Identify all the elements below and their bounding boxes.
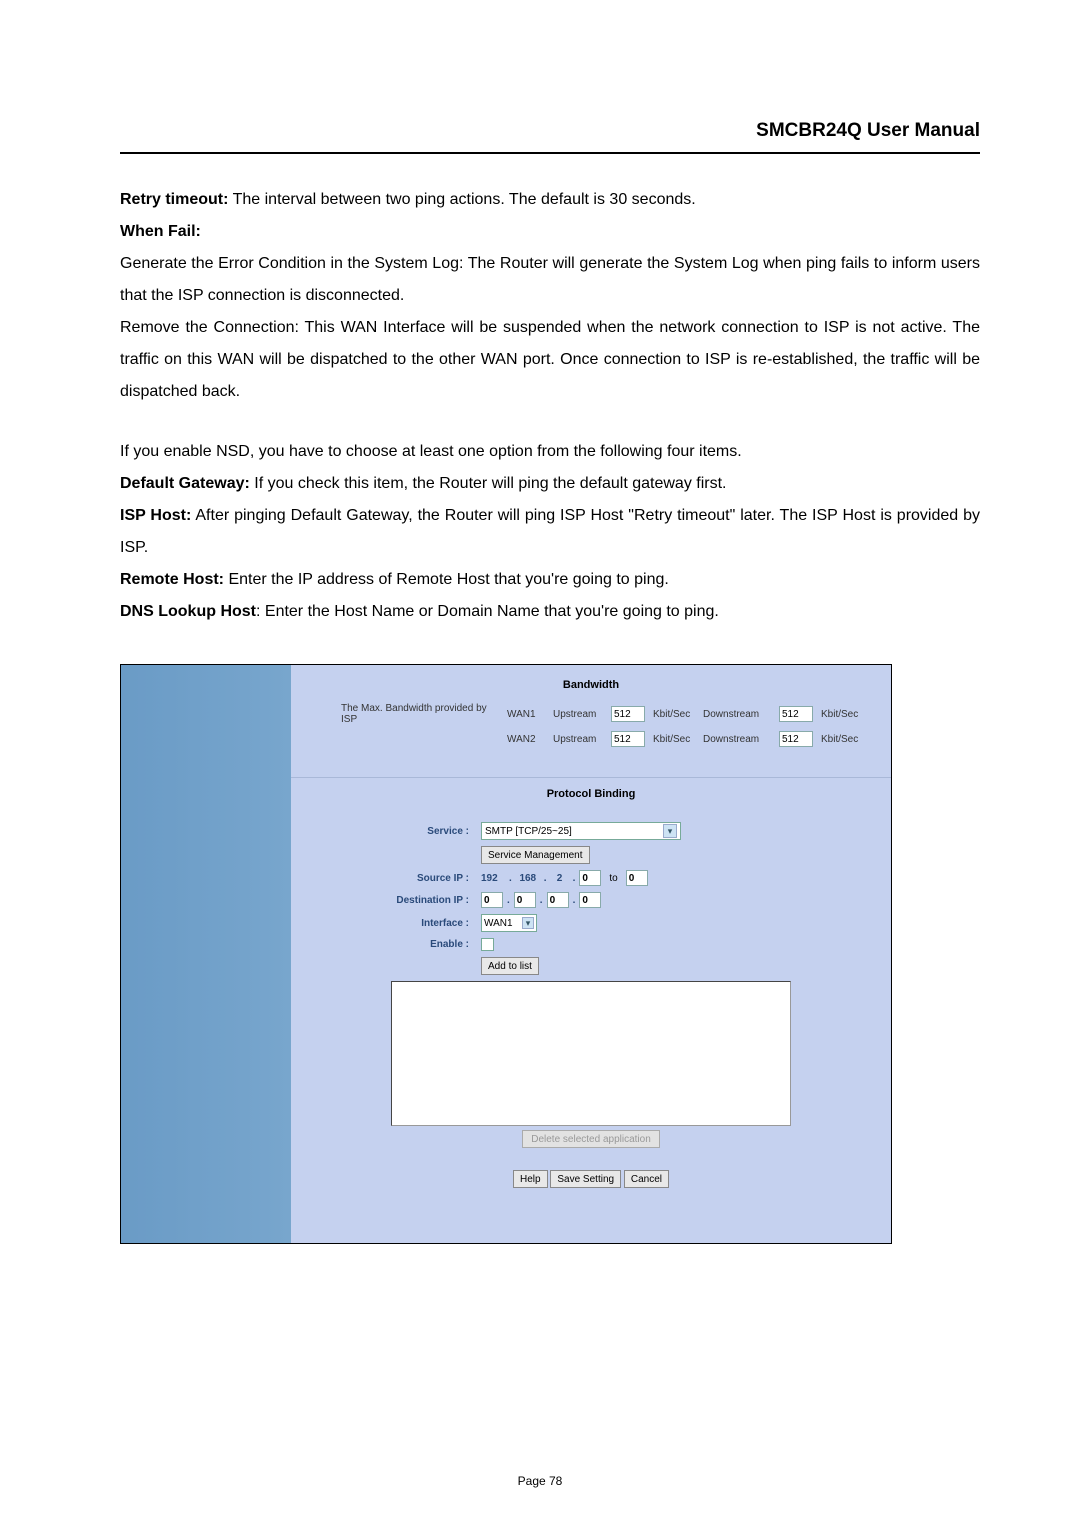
- wan1-upstream-input[interactable]: [611, 706, 645, 722]
- enable-checkbox[interactable]: [481, 938, 494, 951]
- page-title: SMCBR24Q User Manual: [120, 120, 980, 154]
- kbitsec-label: Kbit/Sec: [653, 709, 697, 720]
- wan1-downstream-input[interactable]: [779, 706, 813, 722]
- default-gateway-label: Default Gateway:: [120, 475, 250, 492]
- isp-host-text: After pinging Default Gateway, the Route…: [120, 507, 980, 556]
- wan2-label: WAN2: [507, 734, 547, 745]
- upstream-label: Upstream: [553, 734, 605, 745]
- dst-ip-octet2-input[interactable]: [514, 892, 536, 908]
- service-label: Service :: [321, 826, 481, 837]
- default-gateway-text: If you check this item, the Router will …: [250, 475, 727, 492]
- application-listbox[interactable]: [391, 981, 791, 1126]
- max-bandwidth-label: The Max. Bandwidth provided by ISP: [341, 703, 501, 725]
- dns-lookup-text: : Enter the Host Name or Domain Name tha…: [256, 603, 719, 620]
- interface-select[interactable]: WAN1 ▾: [481, 914, 537, 932]
- kbitsec-label: Kbit/Sec: [821, 734, 865, 745]
- retry-timeout-label: Retry timeout:: [120, 191, 228, 208]
- dst-ip-octet1-input[interactable]: [481, 892, 503, 908]
- page-number: Page 78: [0, 1474, 1080, 1488]
- wan2-downstream-input[interactable]: [779, 731, 813, 747]
- interface-selected-value: WAN1: [484, 918, 513, 929]
- nsd-text: If you enable NSD, you have to choose at…: [120, 436, 980, 468]
- downstream-label: Downstream: [703, 709, 773, 720]
- dns-lookup-label: DNS Lookup Host: [120, 603, 256, 620]
- upstream-label: Upstream: [553, 709, 605, 720]
- wan2-upstream-input[interactable]: [611, 731, 645, 747]
- interface-label: Interface :: [321, 918, 481, 929]
- source-ip-label: Source IP :: [321, 873, 481, 884]
- isp-host-label: ISP Host:: [120, 507, 191, 524]
- remove-conn-text: Remove the Connection: This WAN Interfac…: [120, 312, 980, 408]
- remote-host-label: Remote Host:: [120, 571, 224, 588]
- src-ip-octet2: 168: [516, 873, 540, 884]
- cancel-button[interactable]: Cancel: [624, 1170, 669, 1188]
- service-management-button[interactable]: Service Management: [481, 846, 590, 864]
- bandwidth-heading: Bandwidth: [291, 665, 891, 691]
- main-panel: Bandwidth The Max. Bandwidth provided by…: [291, 665, 891, 1243]
- service-selected-value: SMTP [TCP/25~25]: [485, 826, 572, 837]
- remote-host-text: Enter the IP address of Remote Host that…: [224, 571, 669, 588]
- when-fail-label: When Fail:: [120, 223, 201, 240]
- dst-ip-octet3-input[interactable]: [547, 892, 569, 908]
- to-label: to: [609, 873, 617, 884]
- dst-ip-octet4-input[interactable]: [579, 892, 601, 908]
- add-to-list-button[interactable]: Add to list: [481, 957, 539, 975]
- chevron-down-icon: ▾: [663, 824, 677, 838]
- delete-selected-button[interactable]: Delete selected application: [522, 1130, 660, 1148]
- help-button[interactable]: Help: [513, 1170, 548, 1188]
- service-select[interactable]: SMTP [TCP/25~25] ▾: [481, 822, 681, 840]
- destination-ip-label: Destination IP :: [321, 895, 481, 906]
- src-ip-to-input[interactable]: [626, 870, 648, 886]
- body-text: Retry timeout: The interval between two …: [120, 184, 980, 628]
- save-setting-button[interactable]: Save Setting: [550, 1170, 621, 1188]
- src-ip-octet1: 192: [481, 873, 505, 884]
- protocol-binding-heading: Protocol Binding: [291, 778, 891, 800]
- sidebar: [121, 665, 291, 1243]
- retry-timeout-text: The interval between two ping actions. T…: [228, 191, 695, 208]
- enable-label: Enable :: [321, 939, 481, 950]
- chevron-down-icon: ▾: [522, 917, 534, 929]
- router-ui-screenshot: Bandwidth The Max. Bandwidth provided by…: [120, 664, 892, 1244]
- kbitsec-label: Kbit/Sec: [653, 734, 697, 745]
- gen-err-text: Generate the Error Condition in the Syst…: [120, 248, 980, 312]
- downstream-label: Downstream: [703, 734, 773, 745]
- src-ip-octet4-input[interactable]: [579, 870, 601, 886]
- kbitsec-label: Kbit/Sec: [821, 709, 865, 720]
- src-ip-octet3: 2: [551, 873, 569, 884]
- wan1-label: WAN1: [507, 709, 547, 720]
